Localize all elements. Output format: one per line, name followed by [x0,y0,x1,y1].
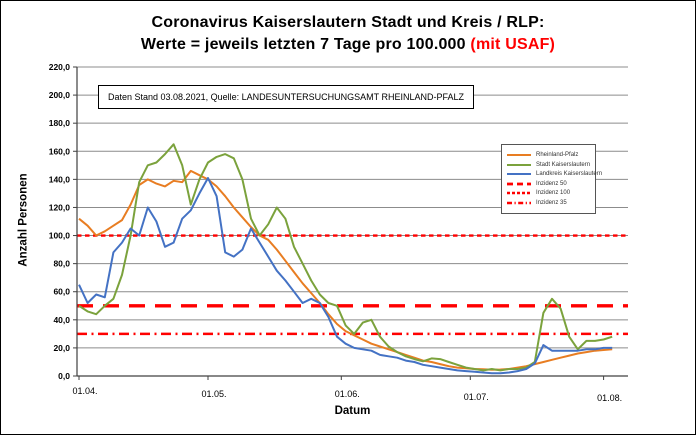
legend-line-sample [507,163,531,166]
legend: Rheinland-Pfalz Stadt Kaiserslautern Landk… [501,144,602,214]
y-axis-title: Anzahl Personen [17,173,30,267]
y-tick-label: 220,0 [49,62,71,72]
x-tick-label: 01.04. [72,386,97,396]
legend-label: Stadt Kaiserslautern [536,161,591,168]
x-tick-label: 01.07. [464,392,489,402]
legend-line-sample [507,192,531,195]
legend-item: Inzidenz 35 [507,199,590,207]
chart-title: Coronavirus Kaiserslautern Stadt und Kre… [1,12,695,56]
series-line [78,143,613,372]
x-tick-label: 01.06. [335,389,360,399]
series-line [78,169,613,371]
legend-label: Rheinland-Pfalz [536,152,579,158]
y-tick-label: 80,0 [53,259,70,269]
y-tick-label: 60,0 [53,287,70,297]
legend-item: Inzidenz 100 [507,189,590,197]
x-axis-title: Datum [334,405,371,417]
y-tick-label: 140,0 [49,174,71,184]
legend-item: Inzidenz 50 [507,180,590,188]
y-tick-label: 160,0 [49,146,71,156]
legend-label: Landkreis Kaiserslautern [536,171,603,178]
legend-line-sample [507,201,531,205]
x-tick-label: 01.05. [201,389,226,399]
chart-title-line2: Werte = jeweils letzten 7 Tage pro 100.0… [1,34,695,56]
y-tick-label: 20,0 [53,343,70,353]
y-tick-label: 100,0 [49,231,71,241]
legend-line-sample [507,182,531,186]
legend-label: Inzidenz 100 [536,190,571,197]
legend-item: Rheinland-Pfalz [507,151,590,159]
legend-item: Landkreis Kaiserslautern [507,170,602,178]
y-tick-label: 180,0 [49,118,71,128]
y-tick-label: 200,0 [49,90,71,100]
y-tick-label: 0,0 [58,371,70,381]
chart-title-line1: Coronavirus Kaiserslautern Stadt und Kre… [151,14,545,31]
data-source-note: Daten Stand 03.08.2021, Quelle: LANDESUN… [98,85,474,109]
legend-item: Stadt Kaiserslautern [507,161,590,169]
legend-line-sample [507,154,531,156]
legend-label: Inzidenz 35 [536,199,567,206]
chart-title-line2-main: Werte = jeweils letzten 7 Tage pro 100.0… [140,36,466,53]
legend-line-sample [507,173,531,176]
y-tick-label: 40,0 [53,315,70,325]
legend-label: Inzidenz 50 [536,180,567,187]
series-line [78,177,613,375]
y-tick-label: 120,0 [49,202,71,212]
x-tick-label: 01.08. [597,393,622,403]
chart-title-line2-highlight: (mit USAF) [470,36,556,53]
